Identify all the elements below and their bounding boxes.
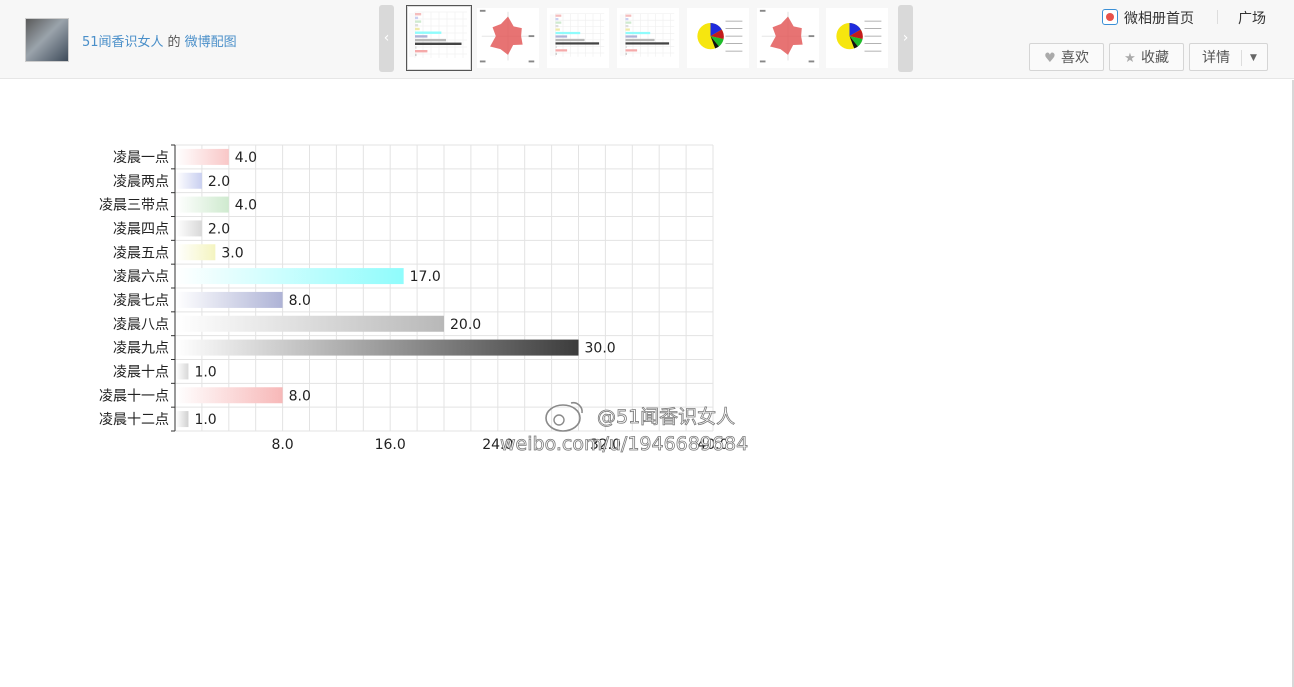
details-divider bbox=[1241, 50, 1242, 66]
star-icon: ★ bbox=[1124, 51, 1136, 66]
bar-value-label: 1.0 bbox=[194, 364, 216, 380]
thumbnail-image bbox=[549, 13, 605, 57]
album-name-link[interactable]: 微博配图 bbox=[184, 35, 237, 50]
bar-value-label: 2.0 bbox=[208, 174, 230, 190]
category-label: 凌晨六点 bbox=[113, 269, 169, 285]
carousel-prev-button[interactable]: ‹ bbox=[379, 5, 394, 72]
watermark-handle: @51闻香识女人 bbox=[597, 406, 735, 428]
category-label: 凌晨两点 bbox=[113, 174, 169, 190]
x-tick-label: 32.0 bbox=[590, 437, 621, 453]
bar-value-label: 3.0 bbox=[221, 245, 243, 261]
category-label: 凌晨三带点 bbox=[99, 198, 169, 214]
photo-viewer: 4.0 凌晨一点 2.0 凌晨两点 4.0 凌晨三带点 2.0 凌晨四点 3.0 凌晨五点 17.0… bbox=[0, 80, 1294, 687]
bar bbox=[176, 220, 202, 237]
chevron-left-icon: ‹ bbox=[383, 30, 390, 46]
chevron-right-icon: › bbox=[902, 30, 909, 46]
bar bbox=[176, 387, 283, 404]
album-title: 51闻香识女人的微博配图 bbox=[82, 31, 237, 50]
thumbnail-radar-chart[interactable] bbox=[757, 8, 819, 68]
like-label: 喜欢 bbox=[1061, 50, 1089, 66]
album-home-icon bbox=[1102, 9, 1118, 25]
x-tick-label: 40.0 bbox=[697, 437, 728, 453]
bar-value-label: 20.0 bbox=[450, 317, 481, 333]
thumbnail-image bbox=[759, 9, 815, 63]
thumbnail-radar-chart[interactable] bbox=[477, 8, 539, 68]
thumbnail-bar-chart[interactable] bbox=[406, 5, 472, 71]
title-connector: 的 bbox=[167, 35, 181, 50]
thumbnail-bar-chart[interactable] bbox=[547, 8, 609, 68]
category-label: 凌晨十点 bbox=[113, 364, 169, 380]
bar bbox=[176, 363, 189, 380]
weibo-logo-icon bbox=[545, 404, 581, 432]
favorite-label: 收藏 bbox=[1141, 50, 1169, 66]
bar bbox=[176, 244, 216, 261]
weibo-logo-eye bbox=[553, 414, 565, 426]
bar bbox=[176, 196, 229, 213]
user-avatar[interactable] bbox=[25, 18, 69, 62]
square-link[interactable]: 广场 bbox=[1238, 11, 1266, 27]
header-divider bbox=[1217, 10, 1218, 24]
bar bbox=[176, 148, 229, 165]
heart-icon: ♥ bbox=[1044, 51, 1056, 66]
thumbnail-image bbox=[836, 20, 882, 52]
bar-value-label: 30.0 bbox=[585, 341, 616, 357]
thumbnail-bar-chart[interactable] bbox=[617, 8, 679, 68]
thumbnail-image bbox=[409, 11, 467, 58]
bar-value-label: 8.0 bbox=[289, 293, 311, 309]
category-label: 凌晨四点 bbox=[113, 221, 169, 237]
thumbnail-image bbox=[479, 9, 535, 63]
user-name-link[interactable]: 51闻香识女人 bbox=[82, 35, 164, 50]
bar bbox=[176, 411, 189, 428]
bar bbox=[176, 315, 444, 332]
bar-value-label: 17.0 bbox=[410, 269, 441, 285]
album-home-label: 微相册首页 bbox=[1124, 11, 1194, 27]
like-button[interactable]: ♥ 喜欢 bbox=[1029, 43, 1104, 71]
x-tick-label: 16.0 bbox=[375, 437, 406, 453]
bar bbox=[176, 172, 202, 189]
bar-value-label: 1.0 bbox=[194, 412, 216, 428]
thumbnail-image bbox=[619, 13, 675, 57]
thumbnail-pie-chart[interactable] bbox=[826, 8, 888, 68]
category-label: 凌晨一点 bbox=[113, 150, 169, 166]
details-dropdown-button[interactable]: 详情 ▼ bbox=[1189, 43, 1268, 71]
bar-value-label: 4.0 bbox=[235, 150, 257, 166]
bar bbox=[176, 291, 283, 308]
watermark-url: weibo.com/u/1946689684 bbox=[500, 433, 748, 455]
favorite-button[interactable]: ★ 收藏 bbox=[1109, 43, 1184, 71]
weibo-logo-wave bbox=[570, 401, 583, 414]
caret-down-icon: ▼ bbox=[1250, 53, 1257, 63]
top-bar: 51闻香识女人的微博配图 ‹ › 微相册首页 广场 ♥ 喜欢 ★ 收藏 详情 ▼ bbox=[0, 0, 1294, 79]
thumbnail-image bbox=[697, 20, 743, 52]
bar bbox=[176, 268, 404, 285]
thumbnail-pie-chart[interactable] bbox=[687, 8, 749, 68]
category-label: 凌晨五点 bbox=[113, 245, 169, 261]
category-label: 凌晨十二点 bbox=[99, 412, 169, 428]
bar-value-label: 8.0 bbox=[289, 388, 311, 404]
x-tick-label: 24.0 bbox=[482, 437, 513, 453]
album-home-link[interactable]: 微相册首页 bbox=[1102, 8, 1194, 28]
carousel-next-button[interactable]: › bbox=[898, 5, 913, 72]
details-label: 详情 bbox=[1202, 50, 1230, 66]
x-tick-label: 8.0 bbox=[271, 437, 293, 453]
bar-value-label: 2.0 bbox=[208, 221, 230, 237]
category-label: 凌晨七点 bbox=[113, 293, 169, 309]
scrollbar-track[interactable] bbox=[1292, 80, 1294, 687]
bar-chart: 4.0 凌晨一点 2.0 凌晨两点 4.0 凌晨三带点 2.0 凌晨四点 3.0 凌晨五点 17.0… bbox=[99, 144, 749, 455]
bar-value-label: 4.0 bbox=[235, 198, 257, 214]
category-label: 凌晨八点 bbox=[113, 317, 169, 333]
category-label: 凌晨十一点 bbox=[99, 388, 169, 404]
category-label: 凌晨九点 bbox=[113, 341, 169, 357]
bar bbox=[176, 339, 579, 356]
